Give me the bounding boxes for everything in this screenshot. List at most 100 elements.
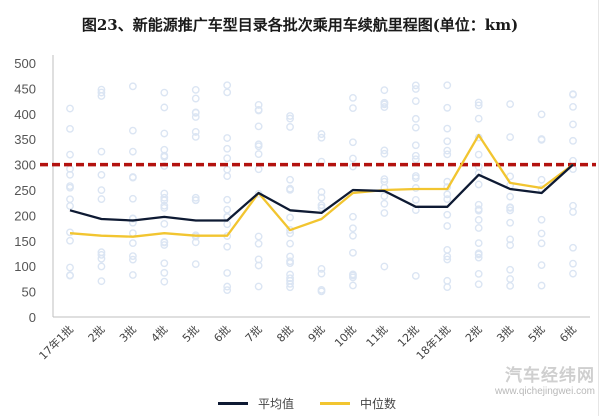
scatter-point [254, 239, 263, 248]
scatter-point [160, 196, 169, 205]
scatter-point [349, 270, 357, 279]
scatter-point [380, 103, 389, 111]
y-axis-ticks: 0 50 100 150 200 250 300 350 400 450 500 [14, 56, 36, 325]
scatter-point [128, 147, 137, 156]
scatter-point [411, 114, 420, 123]
scatter-point [191, 132, 200, 141]
watermark: 汽车经纬网 www.qichejingwei.com [495, 361, 595, 397]
scatter-point [191, 196, 200, 204]
scatter-point [128, 173, 137, 182]
scatter-point [443, 246, 452, 254]
scatter-point [66, 236, 74, 245]
x-tick-label: 17年1批 [36, 322, 76, 362]
scatter-point [380, 146, 389, 155]
scatter-point [223, 165, 232, 174]
scatter-point [128, 126, 137, 135]
scatter-point [411, 97, 420, 105]
scatter-point [443, 222, 452, 230]
scatter-point [66, 263, 74, 272]
scatter-point [223, 88, 232, 97]
scatter-point [506, 281, 515, 290]
scatter-point [411, 81, 420, 90]
scatter-point [317, 130, 326, 138]
scatter-point [317, 203, 326, 212]
scatter-point [443, 283, 452, 292]
scatter-point [474, 114, 483, 123]
scatter-point [506, 203, 515, 212]
scatter-point [254, 232, 263, 241]
scatter-point [160, 193, 169, 202]
scatter-point [537, 261, 546, 269]
y-tick-label: 50 [22, 285, 36, 300]
scatter-point [223, 134, 232, 142]
scatter-point [160, 238, 169, 247]
x-tick-label: 9批 [305, 322, 328, 345]
x-tick-label: 2批 [85, 322, 108, 345]
legend-item-mean: 平均值 [218, 395, 294, 412]
scatter-point [191, 113, 200, 121]
scatter-point [380, 199, 389, 208]
scatter-point [223, 195, 232, 204]
x-tick-label: 12批 [394, 322, 422, 350]
scatter-point [411, 151, 420, 160]
scatter-point [349, 93, 357, 102]
scatter-point [128, 82, 137, 91]
scatter-point [569, 269, 577, 278]
scatter-point [443, 190, 452, 199]
scatter-point [191, 94, 200, 103]
scatter-point [506, 100, 515, 109]
scatter-point [128, 214, 137, 223]
scatter-point [569, 259, 577, 268]
x-tick-label: 2批 [462, 322, 485, 345]
scatter-point [317, 269, 326, 278]
scatter-point [349, 224, 357, 233]
scatter-point [569, 136, 577, 145]
scatter-point [411, 85, 420, 93]
scatter-point [537, 175, 546, 184]
scatter-point [191, 260, 200, 269]
scatter-point [160, 268, 169, 277]
scatter-point [286, 112, 294, 120]
scatter-point [474, 150, 483, 159]
x-tick-label: 11批 [363, 322, 391, 350]
x-tick-label: 5批 [525, 322, 548, 345]
scatter-point [349, 138, 357, 147]
scatter-point [254, 255, 263, 264]
scatter-point [160, 277, 169, 286]
scatter-point [474, 98, 483, 107]
y-tick-label: 200 [14, 208, 36, 223]
x-tick-label: 4批 [148, 322, 171, 345]
scatter-point [286, 175, 294, 184]
scatter-point [443, 183, 452, 191]
scatter-point [506, 265, 515, 274]
scatter-point [97, 88, 106, 97]
scatter-point [286, 279, 294, 288]
scatter-point [223, 81, 232, 90]
scatter-point [223, 172, 232, 180]
chart-title: 图23、新能源推广车型目录各批次乘用车续航里程图(单位：km) [81, 16, 519, 34]
scatter-point [223, 242, 232, 251]
scatter-point [569, 208, 577, 216]
scatter-point [191, 108, 200, 117]
scatter-point [474, 250, 483, 259]
legend-swatch-mean [218, 402, 248, 405]
scatter-point [443, 255, 452, 264]
scatter-point [254, 122, 263, 131]
x-tick-label: 8批 [274, 322, 297, 345]
scatter-point [506, 133, 515, 142]
scatter-point [191, 128, 200, 136]
scatter-point [286, 213, 294, 222]
scatter-point [66, 195, 74, 204]
scatter-point [380, 209, 389, 217]
scatter-point [474, 269, 483, 278]
scatter-point [66, 183, 74, 192]
scatter-point [160, 241, 169, 249]
scatter-point [317, 188, 326, 196]
mean-line [69, 163, 574, 222]
scatter-point [97, 248, 106, 257]
scatter-point [128, 271, 137, 279]
scatter-point [443, 276, 452, 285]
legend-swatch-median [320, 402, 351, 405]
scatter-point [317, 201, 326, 210]
